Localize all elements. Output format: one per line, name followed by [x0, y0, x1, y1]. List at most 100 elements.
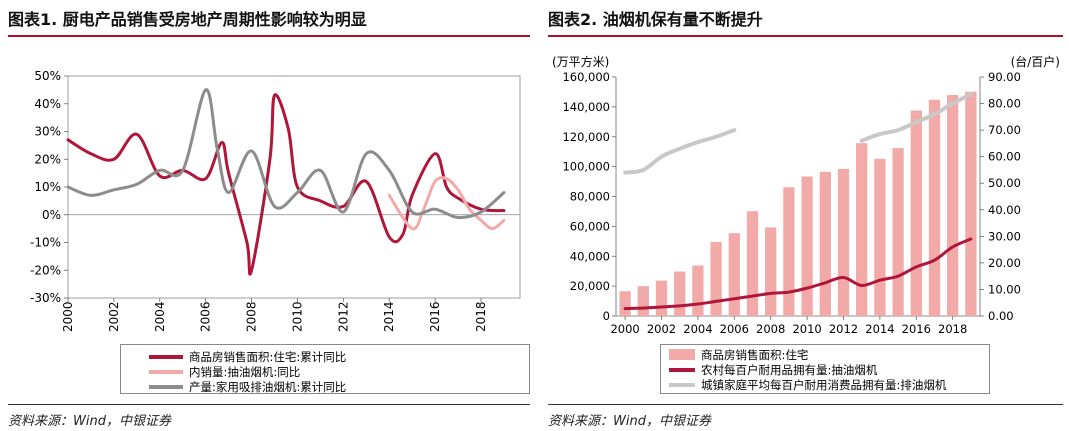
- bar: [728, 233, 740, 316]
- y-tick-label: 0%: [42, 208, 61, 222]
- left-chart-legend: 商品房销售面积:住宅:累计同比 内销量:抽油烟机:同比 产量:家用吸排油烟机:累…: [120, 344, 530, 394]
- right-source-rule: [548, 404, 1063, 405]
- bar: [819, 171, 831, 316]
- left-axis-unit: (万平方米): [552, 54, 609, 69]
- bar: [801, 176, 813, 316]
- bar: [765, 227, 777, 316]
- series-line: [859, 92, 973, 143]
- x-tick-label: 2018: [474, 301, 488, 332]
- legend-item-urban-hood-ownership: 城镇家庭平均每百户耐用消费品拥有量:排油烟机: [669, 377, 989, 392]
- y-tick-label: 20%: [34, 152, 61, 166]
- left-chart-source: 资料来源：Wind，中银证券: [8, 414, 171, 429]
- y2-tick-label: 10.00: [988, 282, 1021, 296]
- legend-swatch: [149, 369, 183, 374]
- x-tick-label: 2012: [829, 322, 858, 336]
- bar: [637, 286, 649, 316]
- y-tick-label: 40,000: [570, 249, 610, 263]
- right-axis-unit: (台/百户): [1011, 54, 1060, 69]
- y2-tick-label: 80.00: [988, 97, 1021, 111]
- bar: [947, 95, 959, 316]
- y-tick-label: 10%: [34, 180, 61, 194]
- y2-tick-label: 0.00: [988, 309, 1014, 323]
- legend-label: 商品房销售面积:住宅: [701, 347, 809, 362]
- y2-tick-label: 40.00: [988, 203, 1021, 217]
- legend-label: 城镇家庭平均每百户耐用消费品拥有量:排油烟机: [701, 377, 947, 392]
- series-line: [66, 88, 506, 220]
- y2-tick-label: 30.00: [988, 229, 1021, 243]
- left-chart-title: 图表1. 厨电产品销售受房地产周期性影响较为明显: [8, 10, 367, 29]
- legend-item-housing-sales-area: 商品房销售面积:住宅: [669, 347, 989, 362]
- x-tick-label: 2014: [382, 301, 396, 332]
- y-tick-label: 140,000: [562, 100, 610, 114]
- bar: [856, 143, 868, 316]
- y-tick-label: -20%: [30, 263, 61, 277]
- x-tick-label: 2008: [756, 322, 785, 336]
- series-line: [623, 237, 973, 311]
- left-chart-plot: 50% 40% 30% 20% 10% 0% -10% -20% -30%2000 2002 200…: [30, 69, 521, 332]
- y-tick-label: -30%: [30, 291, 61, 305]
- right-chart-title: 图表2. 油烟机保有量不断提升: [548, 10, 763, 29]
- y-tick-label: 120,000: [562, 130, 610, 144]
- legend-swatch: [669, 382, 695, 387]
- x-tick-label: 2004: [153, 301, 167, 332]
- bar: [783, 187, 795, 316]
- bar: [928, 99, 941, 316]
- legend-label: 商品房销售面积:住宅:累计同比: [189, 349, 347, 364]
- y-tick-label: 20,000: [570, 279, 610, 293]
- y-tick-label: 80,000: [570, 190, 610, 204]
- legend-item-housing-sales-yoy: 商品房销售面积:住宅:累计同比: [149, 349, 529, 364]
- x-tick-label: 2002: [647, 322, 676, 336]
- bar: [674, 271, 686, 316]
- x-tick-label: 2008: [245, 301, 259, 332]
- bar: [965, 91, 977, 316]
- y-tick-label: 30%: [34, 125, 61, 139]
- x-tick-label: 2016: [428, 301, 442, 332]
- y-tick-label: 40%: [34, 97, 61, 111]
- x-tick-label: 2006: [720, 322, 749, 336]
- legend-label: 农村每百户耐用品拥有量:抽油烟机: [701, 362, 878, 377]
- x-tick-label: 2014: [865, 322, 894, 336]
- left-title-rule: [8, 35, 530, 37]
- series-line: [66, 93, 506, 276]
- left-source-rule: [8, 404, 530, 405]
- y2-tick-label: 90.00: [988, 70, 1021, 84]
- legend-item-hood-production-yoy: 产量:家用吸排油烟机:累计同比: [149, 379, 529, 394]
- y-tick-label: 160,000: [562, 70, 610, 84]
- legend-swatch: [149, 384, 183, 389]
- x-tick-label: 2010: [792, 322, 821, 336]
- x-tick-label: 2018: [938, 322, 967, 336]
- bar: [746, 211, 759, 316]
- bar: [692, 265, 704, 316]
- x-tick-label: 2016: [902, 322, 931, 336]
- legend-swatch: [669, 367, 695, 372]
- y2-tick-label: 60.00: [988, 150, 1021, 164]
- legend-swatch: [149, 354, 183, 359]
- x-tick-label: 2002: [107, 301, 121, 332]
- y2-tick-label: 50.00: [988, 176, 1021, 190]
- y-tick-label: 60,000: [570, 219, 610, 233]
- y-tick-label: -10%: [30, 236, 61, 250]
- plot-area-frame: [67, 75, 521, 299]
- bar: [910, 110, 922, 316]
- y-tick-label: 50%: [34, 69, 61, 83]
- x-tick-label: 2012: [336, 301, 350, 332]
- legend-label: 内销量:抽油烟机:同比: [189, 364, 301, 379]
- bar: [655, 280, 668, 316]
- bar: [837, 168, 850, 316]
- series-line: [387, 176, 506, 231]
- bar: [892, 148, 904, 316]
- x-tick-label: 2006: [199, 301, 213, 332]
- right-chart-plot: (万平方米) (台/百户) 160,000 140,000 120,000 100,000…: [552, 54, 1060, 336]
- legend-item-rural-hood-ownership: 农村每百户耐用品拥有量:抽油烟机: [669, 362, 989, 377]
- right-title-rule: [548, 35, 1063, 37]
- y-tick-label: 0: [603, 309, 610, 323]
- x-tick-label: 2000: [610, 322, 639, 336]
- bar: [874, 158, 886, 316]
- y-tick-label: 100,000: [562, 160, 610, 174]
- x-tick-label: 2004: [683, 322, 712, 336]
- series-line: [623, 128, 737, 175]
- legend-label: 产量:家用吸排油烟机:累计同比: [189, 379, 347, 394]
- bar: [619, 291, 631, 316]
- x-tick-label: 2000: [61, 301, 75, 332]
- right-chart-legend: 商品房销售面积:住宅 农村每百户耐用品拥有量:抽油烟机 城镇家庭平均每百户耐用消…: [660, 344, 990, 394]
